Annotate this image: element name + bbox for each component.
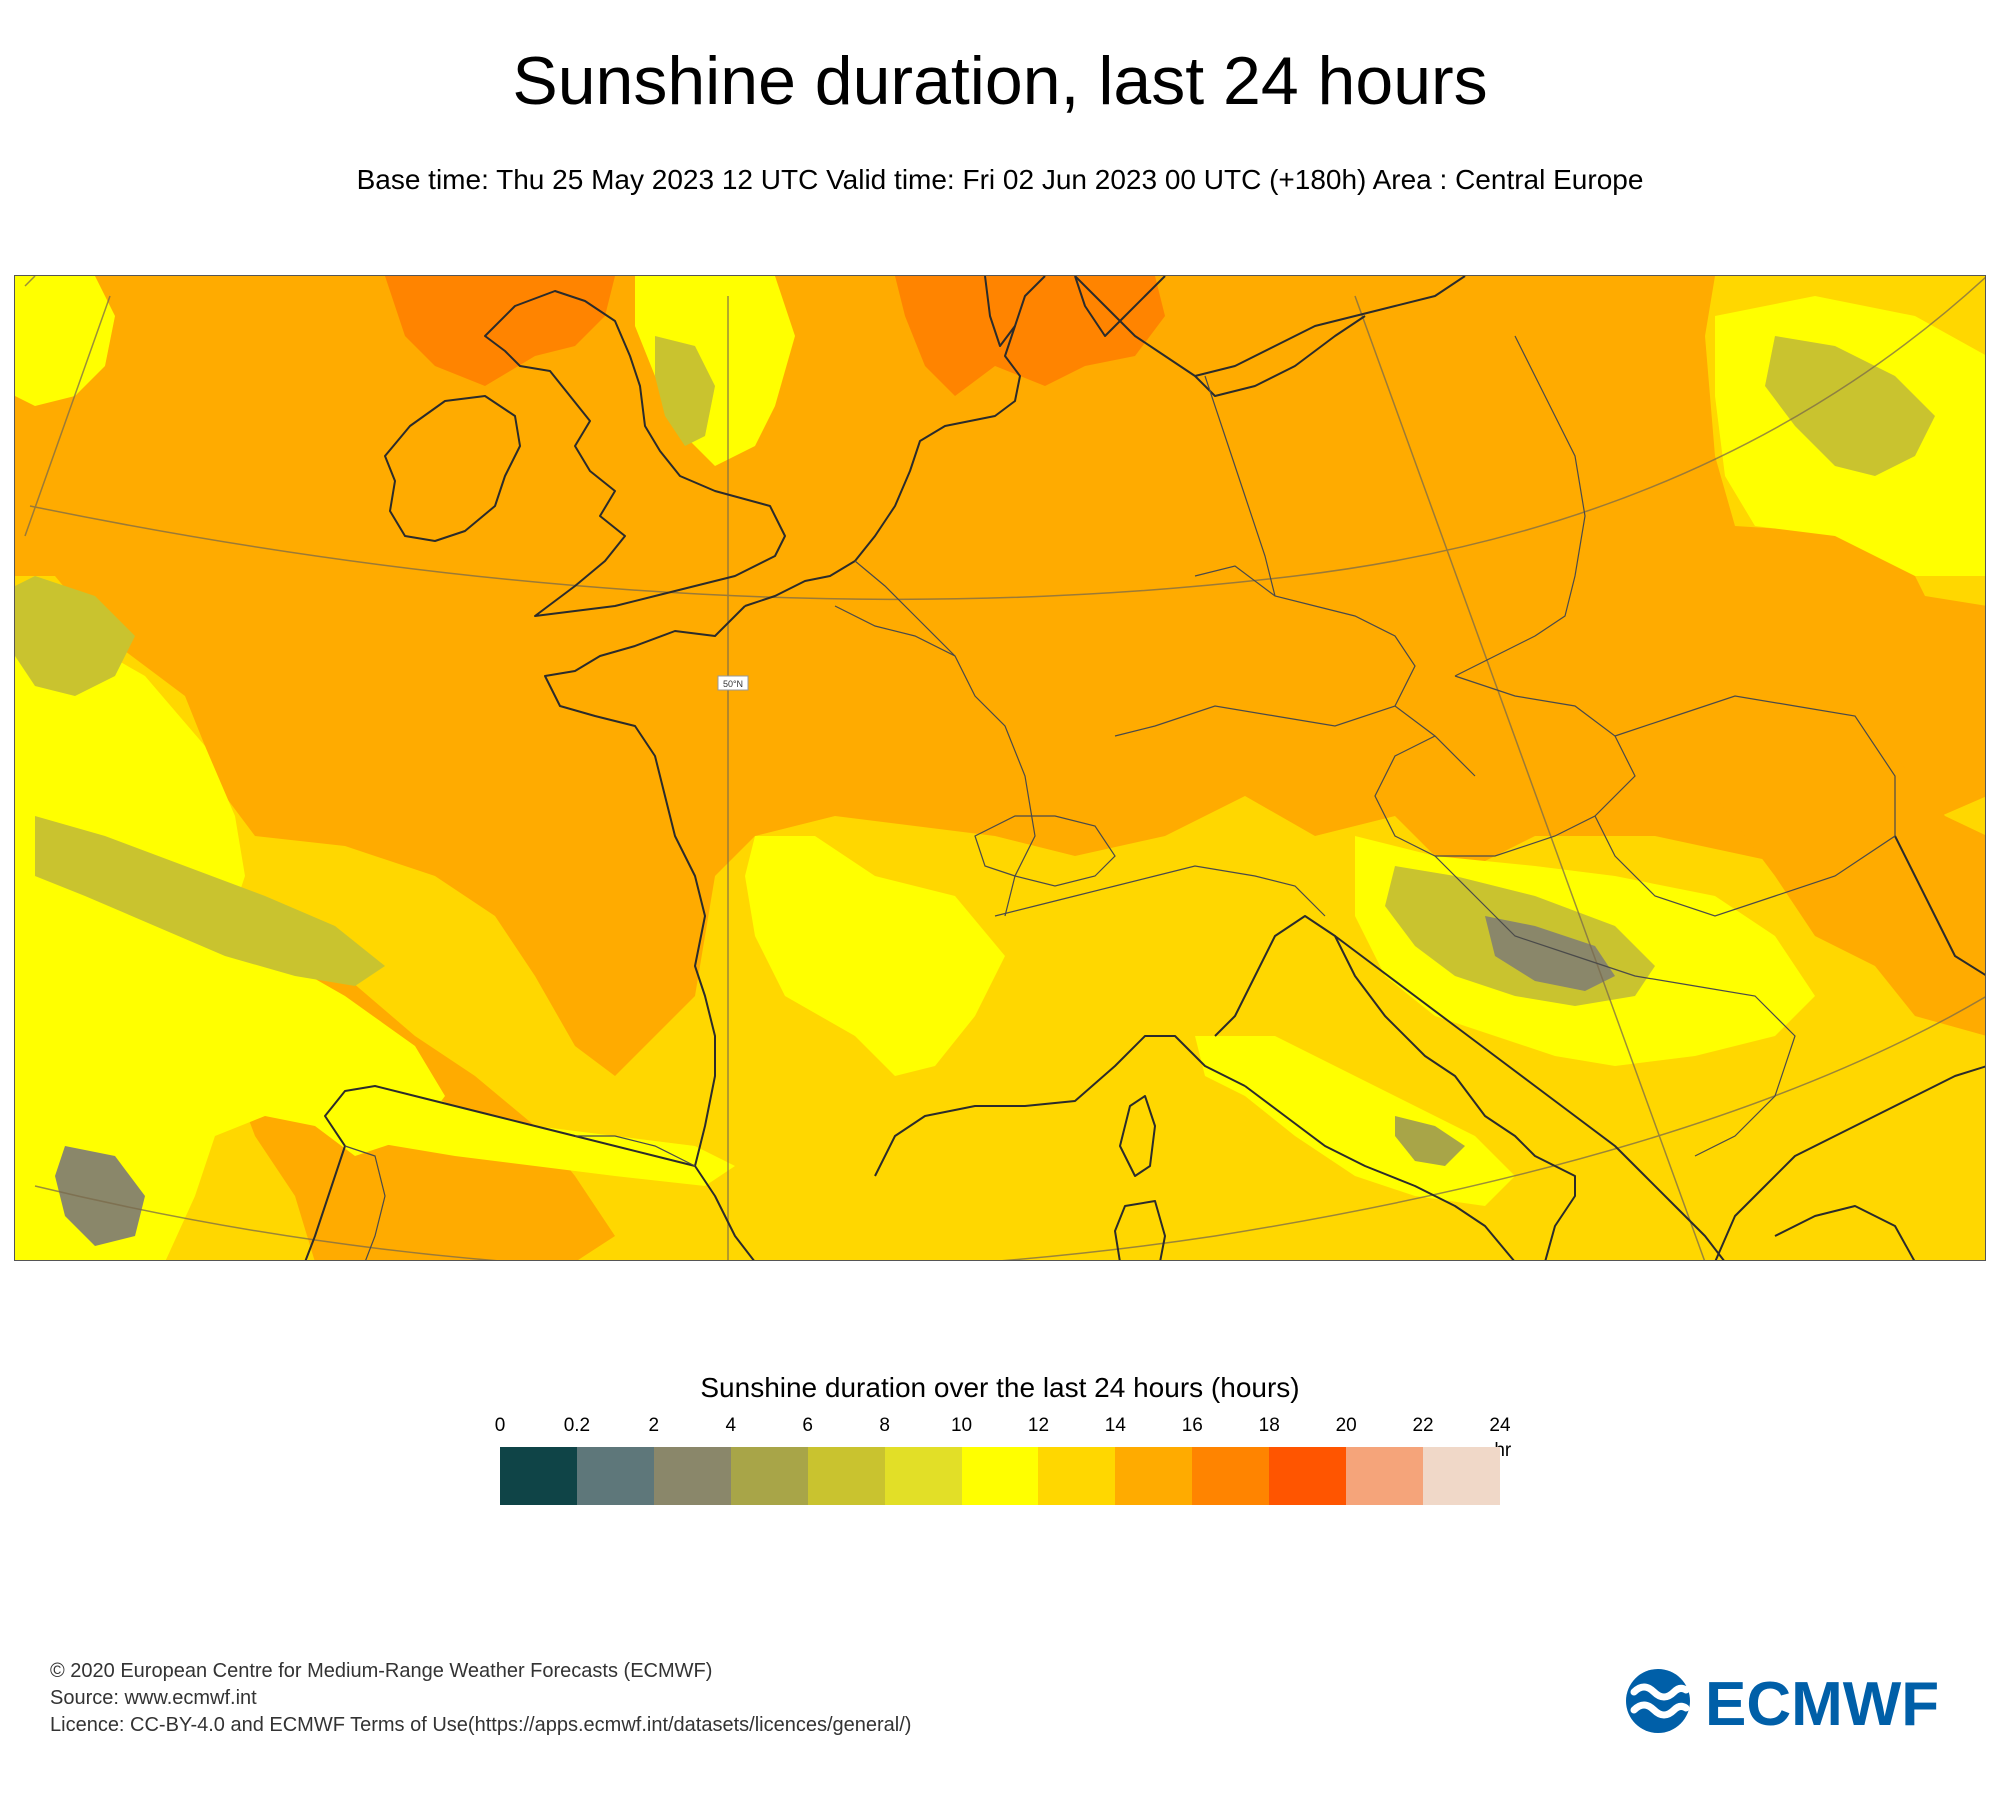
coast-greece [1714,1065,1985,1260]
graticule-meridian-west [24,295,111,537]
legend-tick-label: 24 [1489,1415,1511,1436]
legend-swatch [1269,1447,1347,1505]
coast-great-britain [484,290,786,617]
border-germany-austria [1114,705,1476,777]
legend-colorbar [500,1447,1500,1505]
footer-source: Source: www.ecmwf.int [50,1687,257,1709]
legend-swatch [807,1447,885,1505]
coast-iberia [304,1085,755,1260]
graticule-parallel-50n [29,276,1985,601]
footer-copyright: © 2020 European Centre for Medium-Range … [50,1660,713,1682]
map-subtitle: Base time: Thu 25 May 2023 12 UTC Valid … [356,164,1644,195]
legend-swatch [576,1447,654,1505]
coast-ireland [384,395,521,542]
legend-swatch [1346,1447,1424,1505]
field-6-10-northsea [655,336,715,446]
map-title: Sunshine duration, last 24 hours [512,43,1488,119]
graticule-meridian-20e [1354,295,1706,1260]
field-2-6-balkans [1485,916,1615,991]
border-switzerland [974,815,1116,887]
coast-france-atlantic [544,605,746,1167]
border-poland-east [1454,335,1586,677]
legend-tick-label: 8 [879,1415,890,1436]
field-6-10-ukraine [1765,336,1935,476]
field-6-10-biscay [35,816,385,986]
legend-tick-label: 4 [725,1415,737,1436]
field-14-16-north [15,276,1985,1076]
border-spain-france [575,1135,696,1167]
field-10-12-nwscot [15,276,115,406]
legend-tick-label: 0.2 [563,1415,591,1436]
coast-sardinia [1114,1200,1166,1260]
ecmwf-logo-graphic: ECMWF [1626,1669,1939,1739]
coast-baltic [1194,315,1366,397]
border-germany-poland [1204,375,1276,597]
legend-tick-label: 22 [1412,1415,1434,1436]
coast-corsica [1119,1095,1156,1177]
footer-credits: © 2020 European Centre for Medium-Range … [50,1658,911,1739]
legend-tick-label: 12 [1027,1415,1050,1436]
legend-tick-label: 10 [950,1415,973,1436]
ecmwf-logo-text: ECMWF [1705,1670,1939,1734]
legend-swatch [500,1447,577,1505]
footer-licence: Licence: CC-BY-4.0 and ECMWF Terms of Us… [50,1714,912,1736]
border-france-germany [834,605,1036,917]
legend-tick-label: 2 [648,1415,660,1436]
field-2-6-italy [1395,1116,1465,1166]
coast-adriatic-east [1334,935,1725,1260]
legend-swatch [1115,1447,1193,1505]
graticule [24,276,1985,1260]
field-10-12-spain-coast [275,1056,735,1186]
graticule-label-box: 50°N [717,675,749,691]
field-6-10-sw [15,576,135,696]
coast-italy [1214,915,1576,1260]
legend-swatch [653,1447,731,1505]
country-borders [344,335,1896,1260]
sunshine-map: 50°N [15,276,1985,1260]
legend-title: Sunshine duration over the last 24 hours… [700,1372,1300,1403]
legend-tick-label: 14 [1104,1415,1126,1436]
coast-mediterranean-france [874,1035,1246,1177]
legend-ticks: 0 0.2 2 4 6 8 10 12 14 16 18 20 22 24 [495,1415,1511,1439]
border-portugal [344,1145,386,1260]
legend-swatch [961,1447,1039,1505]
border-hungary [1374,675,1636,857]
legend-swatch [884,1447,962,1505]
border-romania [1594,695,1896,917]
map-panel: 50°N [14,275,1986,1261]
coast-scandinavia [984,276,1166,347]
coastlines [304,276,1985,1260]
legend-tick-label: 20 [1335,1415,1357,1436]
border-benelux [854,560,956,657]
field-16-18-scotland [385,276,615,386]
legend-tick-label: 16 [1181,1415,1203,1436]
graticule-label: 50°N [723,679,743,689]
legend-swatch [1423,1447,1500,1505]
legend-swatch [1192,1447,1270,1505]
coast-continent-west [744,276,1466,607]
field-14-16-east [1715,746,1985,1036]
graticule-parallel-north [24,276,36,287]
field-16-18-denmark [895,276,1165,396]
legend-swatch [730,1447,808,1505]
coast-black-sea [1894,835,1985,976]
legend-tick-label: 18 [1258,1415,1280,1436]
border-germany-czech [1194,565,1416,707]
graticule-parallel-south [34,996,1985,1260]
field-2-6-atlantic [55,1146,145,1246]
border-balkans [1434,855,1796,1157]
ecmwf-logo: ECMWF [1620,1668,1950,1739]
legend-tick-label: 6 [802,1415,813,1436]
border-italy-north [994,865,1326,917]
legend-swatch [1038,1447,1116,1505]
legend-tick-label: 0 [494,1415,506,1436]
field-10-12-nfrance [745,836,1005,1076]
